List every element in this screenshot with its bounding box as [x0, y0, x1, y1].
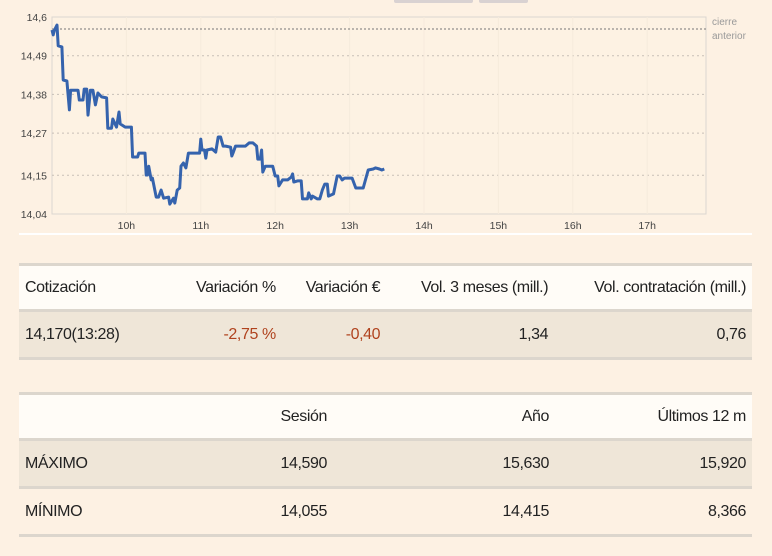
- minimo-12m: 8,366: [707, 502, 746, 520]
- maximo-ano: 15,630: [502, 454, 549, 472]
- vol-contratacion-value: 0,76: [716, 325, 746, 343]
- x-tick-label: 17h: [638, 220, 656, 232]
- variacion-pct-value: -2,75 %: [223, 325, 276, 343]
- x-tick-label: 12h: [266, 220, 284, 232]
- previous-close-label-line2: anterior: [712, 31, 747, 42]
- plot-area: [51, 16, 707, 215]
- header-variacion-pct: Variación %: [196, 278, 276, 296]
- x-tick-label: 16h: [564, 220, 582, 232]
- maximo-sesion: 14,590: [280, 454, 327, 472]
- range-header-row: Sesión Año Últimos 12 m: [19, 393, 752, 440]
- x-tick-label: 11h: [192, 220, 209, 232]
- y-tick-label: 14,04: [21, 209, 47, 221]
- minimo-label: MÍNIMO: [25, 502, 83, 520]
- intraday-price-chart: 14,6 14,49 14,38 14,27 14,15 14,04 10h 11h 12h 1…: [19, 12, 752, 235]
- maximo-12m: 15,920: [699, 454, 746, 472]
- header-sesion: Sesión: [280, 407, 327, 425]
- header-vol-contratacion: Vol. contratación (mill.): [594, 278, 746, 296]
- x-tick-label: 10h: [118, 220, 136, 232]
- previous-close-label-line1: cierre: [712, 17, 737, 28]
- y-tick-label: 14,27: [21, 128, 47, 140]
- quote-table: Cotización Variación % Variación € Vol. …: [19, 263, 752, 360]
- header-empty: [19, 394, 151, 440]
- header-variacion-eur: Variación €: [305, 278, 381, 296]
- y-tick-label: 14,6: [27, 12, 48, 24]
- minimo-row: MÍNIMO 14,055 14,415 8,366: [19, 487, 752, 536]
- y-tick-label: 14,38: [21, 89, 47, 101]
- header-cotizacion: Cotización: [25, 278, 96, 296]
- y-tick-label: 14,15: [21, 170, 47, 182]
- y-tick-label: 14,49: [21, 51, 47, 63]
- quote-row: 14,170(13:28) -2,75 % -0,40 1,34 0,76: [19, 310, 752, 359]
- quote-header-row: Cotización Variación % Variación € Vol. …: [19, 264, 752, 311]
- cotizacion-value: 14,170(13:28): [25, 325, 120, 343]
- header-vol-3-meses: Vol. 3 meses (mill.): [421, 278, 549, 296]
- x-tick-label: 15h: [490, 220, 508, 232]
- price-series-line: [50, 23, 385, 206]
- x-tick-label: 13h: [341, 220, 359, 232]
- variacion-eur-value: -0,40: [345, 325, 381, 343]
- vol-3-meses-value: 1,34: [518, 325, 549, 343]
- header-ultimos-12m: Últimos 12 m: [657, 407, 746, 425]
- period-tab[interactable]: [394, 0, 473, 3]
- range-table: Sesión Año Últimos 12 m MÁXIMO 14,590 15…: [19, 392, 752, 537]
- maximo-row: MÁXIMO 14,590 15,630 15,920: [19, 439, 752, 488]
- x-tick-label: 14h: [415, 220, 433, 232]
- header-ano: Año: [521, 407, 550, 425]
- minimo-ano: 14,415: [502, 502, 549, 520]
- period-tab[interactable]: [479, 0, 528, 3]
- maximo-label: MÁXIMO: [25, 454, 88, 472]
- minimo-sesion: 14,055: [280, 502, 327, 520]
